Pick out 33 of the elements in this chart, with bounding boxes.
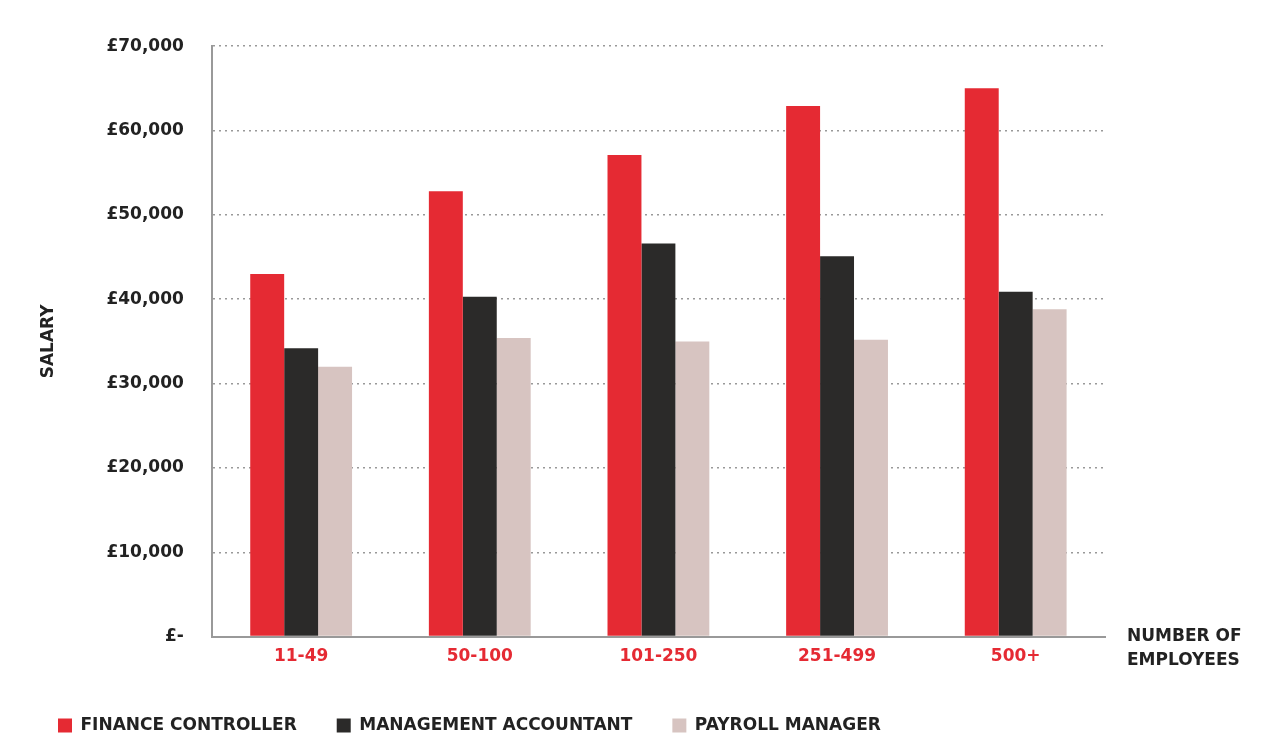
bar [496, 338, 531, 636]
bar [641, 243, 676, 636]
bar [820, 256, 855, 636]
bar [786, 106, 821, 636]
legend-label: PAYROLL MANAGER [694, 713, 881, 734]
y-tick-label: £10,000 [106, 540, 184, 561]
x-tick-label: 11-49 [273, 645, 329, 666]
legend-label: FINANCE CONTROLLER [80, 713, 297, 734]
x-tick-label: 50-100 [446, 645, 514, 666]
bar [284, 348, 319, 636]
bar [428, 191, 463, 636]
bar [1032, 309, 1067, 636]
y-axis-title: SALARY [36, 303, 57, 379]
bar [318, 366, 353, 636]
y-tick-label: £- [164, 625, 184, 646]
x-axis-title: NUMBER OF EMPLOYEES [1127, 625, 1242, 670]
y-tick-label: £20,000 [106, 456, 184, 477]
bar [675, 341, 710, 636]
y-tick-label: £70,000 [106, 34, 184, 55]
bar [854, 339, 888, 636]
x-tick-label: 500+ [990, 645, 1041, 666]
bar [998, 291, 1033, 636]
y-tick-label: £60,000 [106, 118, 184, 139]
y-tick-label: £40,000 [106, 287, 184, 308]
x-tick-label: 251-499 [798, 645, 877, 666]
legend-label: MANAGEMENT ACCOUNTANT [359, 713, 633, 734]
y-tick-label: £50,000 [106, 203, 184, 224]
bar [250, 273, 285, 636]
bar [964, 88, 999, 636]
x-tick-label: 101-250 [619, 645, 698, 666]
bar [607, 155, 642, 636]
bar [462, 296, 497, 636]
y-tick-label: £30,000 [106, 371, 184, 392]
